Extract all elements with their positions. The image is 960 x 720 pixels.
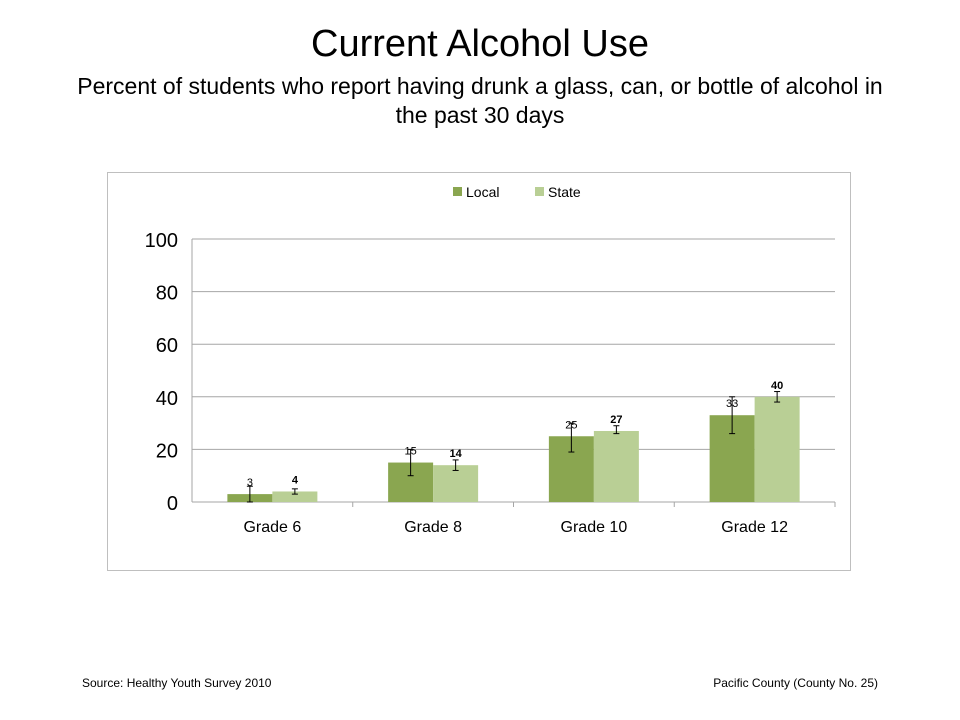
y-tick-label: 100 bbox=[145, 230, 178, 252]
data-label: 27 bbox=[610, 414, 622, 426]
data-label: 3 bbox=[247, 477, 253, 489]
bar-state bbox=[433, 465, 479, 502]
bar-state bbox=[754, 396, 800, 502]
legend-label-state: State bbox=[548, 184, 581, 200]
y-tick-label: 0 bbox=[167, 493, 178, 515]
y-tick-label: 20 bbox=[156, 440, 178, 462]
y-tick-label: 60 bbox=[156, 335, 178, 357]
chart-frame: 0 20 40 60 80 100 3 4 Grade 6 15 14 Grade 8 25 27 Grad… bbox=[107, 172, 851, 571]
legend-swatch-state bbox=[535, 187, 544, 196]
x-tick-label: Grade 10 bbox=[561, 519, 628, 536]
bar-state bbox=[593, 430, 639, 502]
x-tick-label: Grade 6 bbox=[243, 519, 301, 536]
county-note: Pacific County (County No. 25) bbox=[713, 676, 878, 690]
data-label: 25 bbox=[565, 419, 577, 431]
legend-label-local: Local bbox=[466, 184, 499, 200]
source-note: Source: Healthy Youth Survey 2010 bbox=[82, 676, 272, 690]
data-label: 40 bbox=[771, 380, 783, 392]
data-label: 4 bbox=[292, 474, 299, 486]
x-tick-label: Grade 12 bbox=[721, 519, 788, 536]
y-tick-label: 80 bbox=[156, 283, 178, 305]
data-label: 14 bbox=[450, 448, 463, 460]
data-label: 15 bbox=[405, 446, 417, 458]
bar-state bbox=[272, 491, 318, 502]
chart-title: Current Alcohol Use bbox=[311, 23, 649, 65]
bar-chart: 0 20 40 60 80 100 3 4 Grade 6 15 14 Grade 8 25 27 Grad… bbox=[145, 184, 836, 536]
y-tick-label: 40 bbox=[156, 388, 178, 410]
legend-swatch-local bbox=[453, 187, 462, 196]
x-tick-label: Grade 8 bbox=[404, 519, 462, 536]
chart-subtitle: Percent of students who report having dr… bbox=[77, 73, 883, 128]
data-label: 33 bbox=[726, 398, 738, 410]
